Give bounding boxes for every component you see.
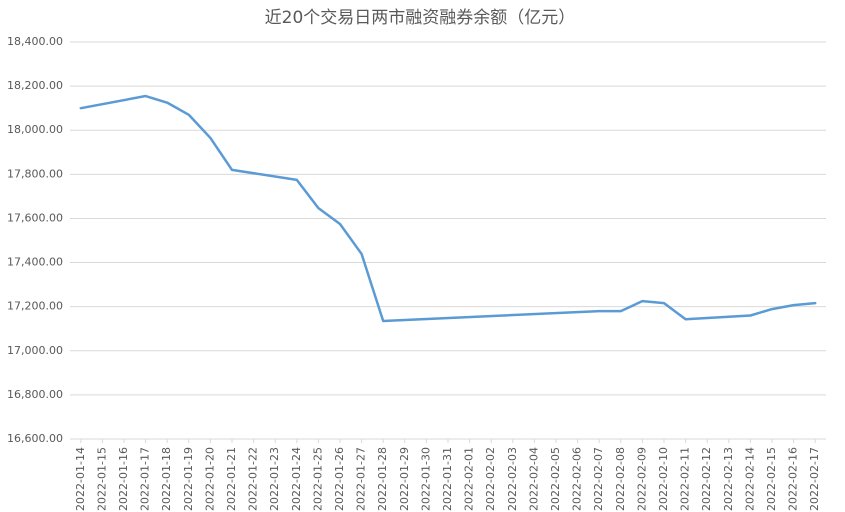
x-tick-label: 2022-01-21 xyxy=(225,447,238,511)
y-tick-label: 17,000.00 xyxy=(7,344,63,357)
x-tick-label: 2022-01-19 xyxy=(182,447,195,511)
x-tick-label: 2022-02-07 xyxy=(592,447,605,511)
x-tick-label: 2022-02-09 xyxy=(635,447,648,511)
x-tick-label: 2022-01-23 xyxy=(268,447,281,511)
x-tick-label: 2022-02-08 xyxy=(614,447,627,511)
x-tick-label: 2022-02-03 xyxy=(506,447,519,511)
x-tick-label: 2022-02-16 xyxy=(787,447,800,511)
y-tick-label: 17,400.00 xyxy=(7,256,63,269)
y-tick-label: 18,200.00 xyxy=(7,79,63,92)
x-tick-label: 2022-01-29 xyxy=(398,447,411,511)
y-tick-label: 16,800.00 xyxy=(7,388,63,401)
x-tick-label: 2022-01-30 xyxy=(419,447,432,511)
x-tick-label: 2022-02-14 xyxy=(743,447,756,511)
data-line xyxy=(79,94,817,323)
x-tick-label: 2022-01-18 xyxy=(160,447,173,511)
x-tick-label: 2022-02-11 xyxy=(679,447,692,511)
x-tick-label: 2022-01-17 xyxy=(139,447,152,511)
x-tick-label: 2022-01-16 xyxy=(117,447,130,511)
x-tick-label: 2022-01-28 xyxy=(376,447,389,511)
x-tick-label: 2022-01-25 xyxy=(311,447,324,511)
x-tick-label: 2022-01-31 xyxy=(441,447,454,511)
y-tick-label: 17,200.00 xyxy=(7,300,63,313)
x-tick-label: 2022-02-06 xyxy=(571,447,584,511)
y-tick-label: 17,800.00 xyxy=(7,167,63,180)
x-tick-label: 2022-02-17 xyxy=(808,447,821,511)
x-tick-label: 2022-02-12 xyxy=(700,447,713,511)
x-tick-label: 2022-01-15 xyxy=(95,447,108,511)
chart-title: 近20个交易日两市融资融券余额（亿元） xyxy=(265,8,576,28)
x-tick-label: 2022-02-10 xyxy=(657,447,670,511)
x-tick-label: 2022-01-27 xyxy=(355,447,368,511)
x-tick-label: 2022-01-14 xyxy=(74,447,87,511)
x-tick-label: 2022-02-15 xyxy=(765,447,778,511)
y-tick-label: 16,600.00 xyxy=(7,432,63,445)
x-tick-label: 2022-01-22 xyxy=(247,447,260,511)
x-tick-label: 2022-02-04 xyxy=(527,447,540,511)
y-tick-label: 18,400.00 xyxy=(7,35,63,48)
x-tick-label: 2022-01-26 xyxy=(333,447,346,511)
x-tick-label: 2022-02-05 xyxy=(549,447,562,511)
y-tick-label: 17,600.00 xyxy=(7,211,63,224)
x-tick-label: 2022-02-02 xyxy=(484,447,497,511)
x-tick-label: 2022-02-01 xyxy=(463,447,476,511)
x-tick-label: 2022-02-13 xyxy=(722,447,735,511)
x-tick-label: 2022-01-24 xyxy=(290,447,303,511)
y-tick-label: 18,000.00 xyxy=(7,123,63,136)
x-tick-label: 2022-01-20 xyxy=(203,447,216,511)
